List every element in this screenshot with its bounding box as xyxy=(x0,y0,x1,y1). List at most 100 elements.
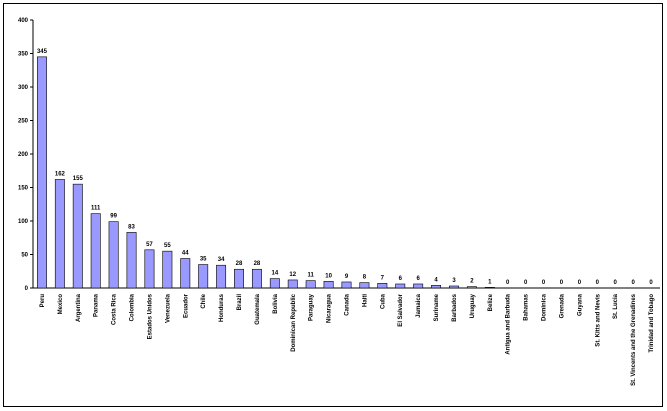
data-label: 2 xyxy=(470,279,474,285)
y-tick-label: 350 xyxy=(18,52,29,58)
x-tick-label: Dominican Republic xyxy=(291,293,297,351)
x-tick-label: Estados Unidos xyxy=(147,293,153,339)
data-label: 4 xyxy=(434,277,438,283)
bar xyxy=(234,268,244,289)
y-tick-label: 150 xyxy=(18,186,29,192)
chart-border xyxy=(3,3,663,407)
x-tick-label: Honduras xyxy=(219,293,225,322)
x-tick-label: Jamaica xyxy=(416,293,422,317)
x-tick-label: Trinidad and Tobago xyxy=(649,294,655,353)
bar xyxy=(144,249,155,289)
x-tick-label: Haiti xyxy=(362,294,368,307)
data-label: 35 xyxy=(200,257,207,263)
x-tick-label: Bolivia xyxy=(273,293,279,313)
bar xyxy=(216,264,227,289)
data-label: 14 xyxy=(271,271,278,277)
bar xyxy=(323,280,334,289)
data-label: 83 xyxy=(128,224,135,230)
x-tick-label: Peru xyxy=(40,294,46,308)
x-tick-label: Argentina xyxy=(76,293,82,322)
data-label: 99 xyxy=(110,214,117,220)
bar xyxy=(251,268,262,289)
data-label: 44 xyxy=(182,251,189,257)
bar xyxy=(395,283,406,289)
bar xyxy=(413,283,424,289)
data-label: 1 xyxy=(488,279,492,285)
bar xyxy=(126,232,137,289)
bar xyxy=(484,287,495,289)
x-tick-label: Paraguay xyxy=(309,293,315,321)
bar xyxy=(72,183,83,289)
bar xyxy=(198,264,209,289)
x-tick-label: El Salvador xyxy=(398,293,404,326)
data-label: 0 xyxy=(524,280,528,286)
x-tick-label: Suriname xyxy=(434,293,440,321)
data-label: 10 xyxy=(325,273,332,279)
x-tick-label: Mexico xyxy=(58,294,64,315)
bar xyxy=(287,279,298,289)
data-label: 345 xyxy=(37,49,48,55)
x-tick-label: Brazil xyxy=(237,294,243,311)
x-tick-label: St. Vincents and the Grenadines xyxy=(631,293,637,386)
x-tick-label: Antigua and Barbuda xyxy=(506,293,512,354)
bar xyxy=(449,285,459,289)
y-tick-label: 250 xyxy=(18,119,29,125)
data-label: 0 xyxy=(649,280,653,286)
x-tick-label: Barbados xyxy=(452,293,458,321)
x-tick-label: Uruguay xyxy=(470,293,476,318)
y-tick-label: 400 xyxy=(18,18,29,24)
x-tick-label: Grenada xyxy=(559,293,565,318)
data-label: 9 xyxy=(345,274,349,280)
x-tick-label: Guatemala xyxy=(255,293,261,324)
x-tick-label: Venezuela xyxy=(165,293,171,323)
bar xyxy=(162,250,173,289)
bar xyxy=(466,286,477,289)
data-label: 111 xyxy=(91,206,101,212)
bar xyxy=(431,285,442,289)
data-label: 11 xyxy=(307,273,314,279)
x-tick-label: Colombia xyxy=(130,293,136,321)
bar xyxy=(36,56,47,289)
bar xyxy=(377,283,388,289)
y-tick-label: 50 xyxy=(21,253,28,259)
data-label: 57 xyxy=(146,242,153,248)
bar xyxy=(108,221,119,289)
data-label: 3 xyxy=(452,278,456,284)
bar xyxy=(359,282,370,289)
y-tick-label: 300 xyxy=(18,85,29,91)
x-tick-label: Canada xyxy=(345,293,351,315)
bar xyxy=(305,280,316,289)
data-label: 0 xyxy=(631,280,635,286)
x-tick-label: Chile xyxy=(201,293,207,308)
data-label: 0 xyxy=(596,280,600,286)
data-label: 7 xyxy=(381,275,385,281)
data-label: 6 xyxy=(416,276,420,282)
data-label: 0 xyxy=(614,280,618,286)
y-tick-label: 200 xyxy=(18,152,29,158)
data-label: 55 xyxy=(164,243,171,249)
x-tick-label: Ecuador xyxy=(183,293,189,318)
bar xyxy=(54,179,65,289)
bar xyxy=(269,278,280,289)
bar xyxy=(90,213,101,289)
data-label: 28 xyxy=(254,261,261,267)
bar xyxy=(180,258,191,289)
data-label: 0 xyxy=(506,280,510,286)
y-tick-label: 0 xyxy=(25,286,29,292)
x-tick-label: Panama xyxy=(94,293,100,317)
x-tick-label: Dominica xyxy=(542,293,548,321)
x-tick-label: St. Lucia xyxy=(613,293,619,319)
data-label: 0 xyxy=(560,280,564,286)
bar xyxy=(341,281,352,289)
x-tick-label: Belize xyxy=(488,293,494,311)
data-label: 162 xyxy=(55,171,66,177)
data-label: 155 xyxy=(73,176,84,182)
data-label: 28 xyxy=(236,261,243,267)
data-label: 8 xyxy=(363,275,367,281)
data-label: 0 xyxy=(578,280,582,286)
x-tick-label: Nicaragua xyxy=(327,293,333,323)
y-tick-label: 100 xyxy=(18,219,29,225)
x-tick-label: St. Kitts and Nevis xyxy=(595,293,601,346)
data-label: 0 xyxy=(542,280,546,286)
